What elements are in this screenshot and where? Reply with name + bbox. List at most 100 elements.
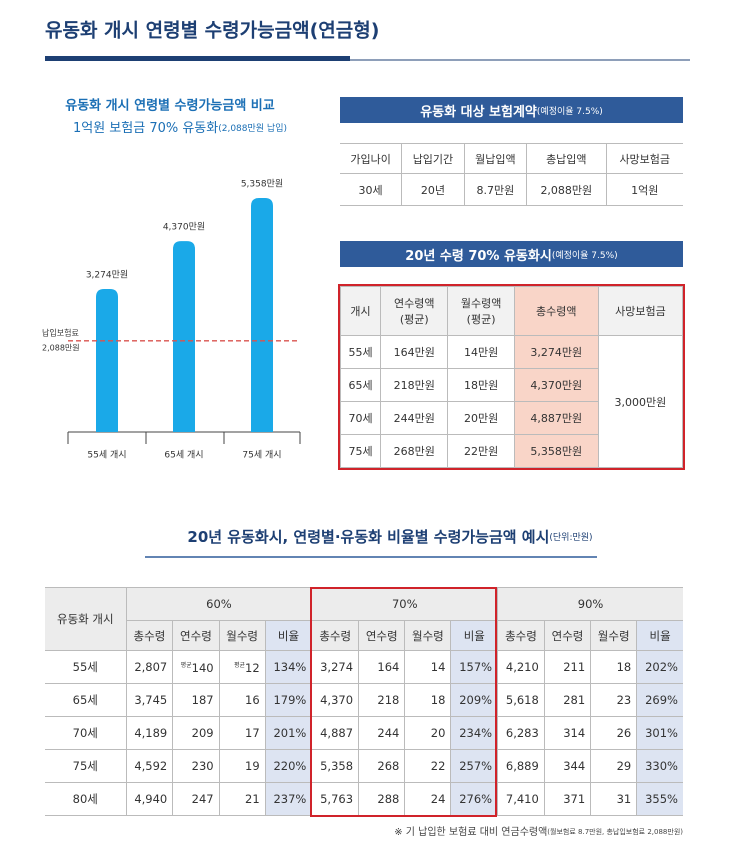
cell: 70세 — [339, 401, 382, 435]
cell: 164만원 — [380, 335, 449, 369]
title: 20년 유동화시, 연령별·유동화 비율별 수령가능금액 예시 — [187, 528, 549, 546]
cell: 281 — [543, 683, 592, 717]
cell: 209 — [172, 716, 220, 750]
cell: 269% — [636, 683, 683, 717]
group-header: 70% — [311, 587, 499, 621]
title-note: (단위:만원) — [549, 532, 592, 543]
footnote: ※ 기 납입한 보험료 대비 연금수령액(월보험료 8.7만원, 총납입보험료 … — [394, 825, 683, 838]
page-title: 유동화 개시 연령별 수령가능금액(연금형) — [45, 20, 379, 42]
cell: 16 — [218, 683, 266, 717]
cell: 4,887 — [311, 716, 360, 750]
cell: 20만원 — [447, 401, 515, 435]
row-header: 유동화 개시 — [45, 587, 127, 651]
bar — [96, 289, 118, 432]
cell: 4,940 — [125, 782, 174, 816]
table1-title: 유동화 대상 보험계약 (예정이율 7.5%) — [340, 97, 683, 123]
cell: 22만원 — [447, 434, 515, 468]
avg-note: 평균 — [180, 661, 192, 669]
cell: 23 — [590, 683, 638, 717]
cell: 4,370만원 — [513, 368, 599, 402]
cell: 2,807 — [125, 650, 174, 684]
cell: 24 — [404, 782, 452, 816]
header-cell: 납입기간 — [401, 143, 465, 174]
cell: 218만원 — [380, 368, 449, 402]
cell: 14만원 — [447, 335, 515, 369]
cell: 31 — [590, 782, 638, 816]
category-label: 75세 개시 — [242, 450, 281, 461]
cell: 26 — [590, 716, 638, 750]
header-cell: 사망보험금 — [605, 143, 683, 174]
cell: 21 — [218, 782, 266, 816]
header-cell: 총납입액 — [526, 143, 607, 174]
cell: 187 — [172, 683, 220, 717]
n: (예정이율 7.5%) — [551, 250, 618, 261]
cell: 4,887만원 — [513, 401, 599, 435]
cell: 8.7만원 — [463, 173, 528, 206]
cell: 355% — [636, 782, 683, 816]
header-cell: 사망보험금 — [597, 286, 684, 336]
table3: 유동화 개시 60% 70% 90% 총수령 연수령 월수령 비율 총수령 연수령 월수령 비율 총수령… — [45, 587, 683, 816]
row: 65세 218만원 18만원 4,370만원 — [339, 368, 683, 402]
header-row: 개시 연수령액 (평균) 월수령액 (평균) 총수령액 사망보험금 — [339, 286, 684, 336]
sub-header: 연수령 — [543, 620, 592, 651]
cell: 330% — [636, 749, 683, 783]
table2: 개시 연수령액 (평균) 월수령액 (평균) 총수령액 사망보험금 55세 164만원 14만… — [338, 284, 685, 470]
header-cell: 총수령액 — [513, 286, 599, 336]
age-cell: 65세 — [45, 683, 127, 717]
cell: 75세 — [339, 434, 382, 468]
category-label: 55세 개시 — [87, 450, 126, 461]
cell: 157% — [450, 650, 499, 684]
cell: 2,088만원 — [526, 173, 607, 206]
cell: 18 — [404, 683, 452, 717]
subtitle: 1억원 보험금 70% 유동화 — [73, 121, 218, 136]
cell: 237% — [264, 782, 313, 816]
cell: 19 — [218, 749, 266, 783]
cell: 65세 — [339, 368, 382, 402]
chart-title: 유동화 개시 연령별 수령가능금액 비교 — [65, 98, 275, 114]
category-label: 65세 개시 — [164, 450, 203, 461]
value-label: 3,274만원 — [86, 270, 128, 281]
cell: 230 — [172, 749, 220, 783]
row: 70세 4,189 209 17 201% 4,887 244 20 234% 6,283 314 2… — [45, 716, 683, 750]
cell: 314 — [543, 716, 592, 750]
row: 65세 3,745 187 16 179% 4,370 218 18 209% 5,618 281 2… — [45, 683, 683, 717]
cell: 288 — [358, 782, 406, 816]
age-cell: 75세 — [45, 749, 127, 783]
header-cell: 개시 — [339, 286, 382, 336]
cell: 268만원 — [380, 434, 449, 468]
sub-header: 비율 — [264, 620, 313, 651]
cell-text: 12 — [245, 660, 260, 675]
cell: 14 — [404, 650, 452, 684]
cell: 6,283 — [497, 716, 545, 750]
cell: 211 — [543, 650, 592, 684]
cell: 18 — [590, 650, 638, 684]
cell: 5,618 — [497, 683, 545, 717]
cell: 244만원 — [380, 401, 449, 435]
cell: 134% — [264, 650, 313, 684]
cell: 20 — [404, 716, 452, 750]
avg-note: 평균 — [233, 661, 245, 669]
cell: 30세 — [340, 173, 403, 206]
cell: 202% — [636, 650, 683, 684]
cell: 6,889 — [497, 749, 545, 783]
cell: 3,745 — [125, 683, 174, 717]
sub-header: 연수령 — [172, 620, 220, 651]
cell: 179% — [264, 683, 313, 717]
cell: 17 — [218, 716, 266, 750]
cell: 55세 — [339, 335, 382, 369]
sub-header: 월수령 — [404, 620, 452, 651]
header-cell: 가입나이 — [340, 143, 403, 174]
cell: 301% — [636, 716, 683, 750]
cell: 276% — [450, 782, 499, 816]
sub-header: 총수령 — [125, 620, 174, 651]
cell: 220% — [264, 749, 313, 783]
header-cell: 연수령액 (평균) — [380, 286, 449, 336]
row: 55세 164만원 14만원 3,274만원 3,000만원 — [339, 335, 684, 468]
value-label: 5,358만원 — [241, 179, 283, 190]
cell: 20년 — [401, 173, 465, 206]
group-header: 90% — [497, 587, 683, 621]
row: 75세 4,592 230 19 220% 5,358 268 22 257% 6,889 344 2… — [45, 749, 683, 783]
bar — [251, 198, 273, 432]
header-cell: 월수령액 (평균) — [447, 286, 515, 336]
cell-text: 140 — [191, 660, 214, 675]
